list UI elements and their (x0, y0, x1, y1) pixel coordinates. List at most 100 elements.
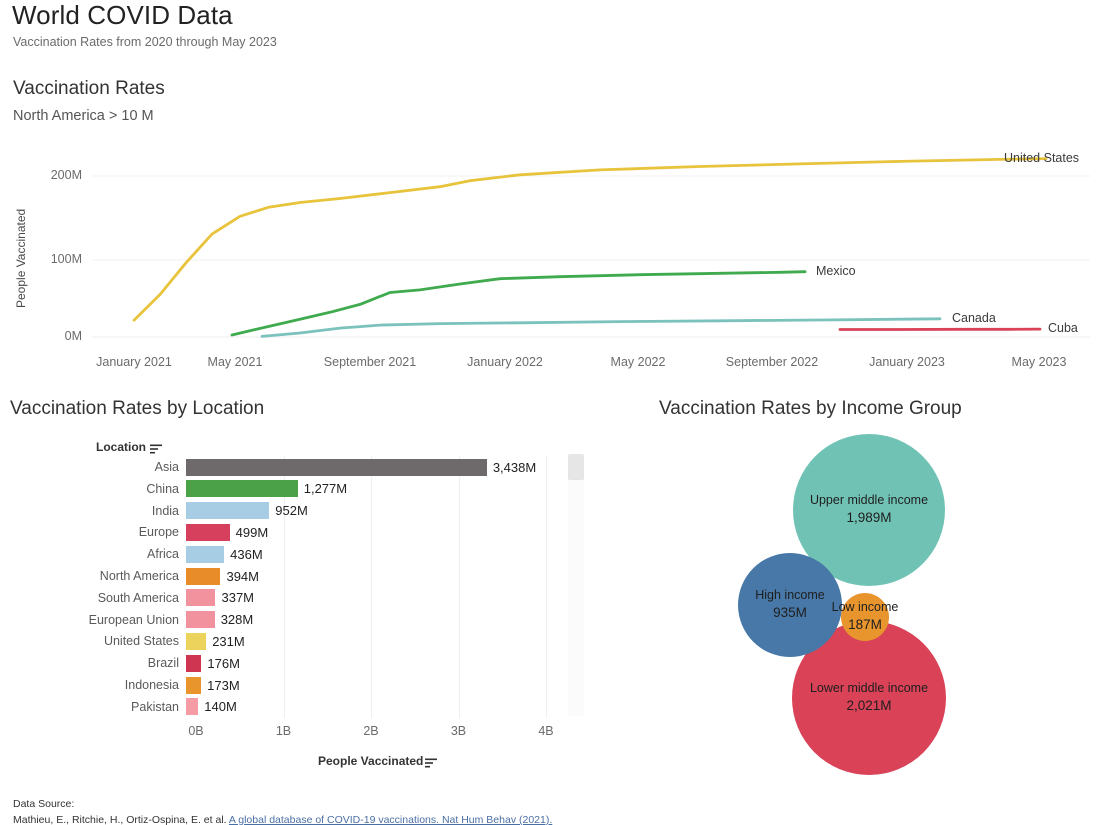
bar-rect[interactable] (186, 523, 230, 541)
bubble-value: 2,021M (846, 698, 892, 714)
bar-chart-title: Vaccination Rates by Location (10, 398, 265, 419)
dashboard-title: World COVID Data (12, 0, 233, 30)
bar-category-label: China (146, 481, 179, 496)
bar-category-label: North America (99, 569, 179, 583)
data-source-label: Data Source: (13, 798, 75, 810)
bar-gridline (546, 456, 547, 718)
bar-chart-scrollbar[interactable] (568, 454, 584, 716)
bar-value-label: 3,438M (492, 459, 537, 475)
line-series-label-canada: Canada (952, 310, 996, 325)
line-series-canada (260, 317, 942, 338)
bar-category-label: Europe (138, 525, 179, 540)
bar-chart-x-axis-title[interactable]: People Vaccinated (318, 754, 438, 768)
bar-row[interactable]: European Union 328M (0, 609, 620, 631)
line-series-label-cuba: Cuba (1048, 321, 1078, 336)
bar-row[interactable]: Africa 436M (0, 543, 620, 565)
bar-rect[interactable] (186, 589, 216, 607)
data-source-citation: Mathieu, E., Ritchie, H., Ortiz-Ospina, … (13, 814, 552, 825)
bar-rect[interactable] (186, 654, 202, 672)
bar-value-label: 394M (226, 568, 259, 584)
location-header-label: Location (96, 440, 146, 454)
bubble-label: Upper middle income (809, 493, 929, 508)
bar-rect[interactable] (186, 611, 215, 629)
bar-value-label: 140M (204, 699, 237, 715)
bar-row[interactable]: Indonesia 173M (0, 674, 620, 696)
bar-value-label: 231M (212, 633, 245, 649)
bar-row[interactable]: United States 231M (0, 630, 620, 652)
line-chart-x-tick: January 2022 (467, 355, 543, 369)
bar-rect[interactable] (186, 676, 202, 694)
bar-value-label: 337M (221, 590, 255, 606)
bar-row[interactable]: Brazil 176M (0, 652, 620, 674)
bar-category-label: Africa (147, 547, 179, 562)
bar-value-label: 499M (235, 524, 269, 540)
bar-rect[interactable] (186, 567, 221, 585)
bar-value-label: 176M (207, 655, 240, 671)
line-chart: People Vaccinated 0M 100M 200M United Stat… (0, 130, 1100, 380)
bubble-label: High income (755, 588, 825, 603)
bar-rect[interactable] (186, 545, 225, 563)
bar-category-label: South America (97, 590, 179, 605)
bar-chart: Location Asia 3,438M China 1,277M India 952M E… (0, 432, 620, 782)
bar-value-label: 173M (207, 677, 240, 693)
bar-row[interactable]: Europe 499M (0, 521, 620, 543)
bar-row[interactable]: Pakistan 140M (0, 696, 620, 718)
line-chart-x-tick: January 2023 (869, 355, 945, 369)
bar-value-label: 1,277M (303, 481, 348, 497)
bar-value-label: 952M (275, 503, 308, 519)
line-chart-title: Vaccination Rates (13, 78, 165, 99)
bubble-chart: Upper middle income 1,989M Lower middle in… (640, 425, 1100, 795)
line-series-label-united-states: United States (1004, 150, 1080, 165)
bar-row[interactable]: Asia 3,438M (0, 456, 620, 478)
location-column-header[interactable]: Location (96, 440, 163, 454)
bar-rect[interactable] (186, 632, 207, 650)
bar-category-label: Indonesia (124, 678, 179, 692)
bar-category-label: Pakistan (131, 699, 179, 714)
bar-value-label: 436M (230, 546, 263, 562)
bar-row[interactable]: South America 337M (0, 587, 620, 609)
bubble-label: Low income (831, 600, 899, 615)
sort-descending-icon[interactable] (425, 757, 438, 768)
bubble-value: 1,989M (846, 510, 892, 526)
bar-rect[interactable] (186, 698, 199, 716)
bar-category-label: Brazil (147, 656, 179, 671)
bar-row[interactable]: North America 394M (0, 565, 620, 587)
bar-gridline (371, 456, 372, 718)
bar-row[interactable]: China 1,277M (0, 478, 620, 500)
line-chart-x-tick: January 2021 (96, 355, 172, 369)
line-chart-x-tick: May 2021 (207, 355, 263, 369)
bar-category-label: United States (103, 634, 179, 649)
bar-gridline (458, 456, 460, 718)
line-series-label-mexico: Mexico (816, 263, 856, 278)
line-chart-x-tick: May 2023 (1011, 355, 1067, 369)
bar-category-label: European Union (88, 612, 179, 627)
bar-row[interactable]: India 952M (0, 500, 620, 522)
bubble-label: Lower middle income (809, 681, 929, 696)
bar-x-tick: 2B (363, 724, 379, 738)
bubble-value: 935M (773, 605, 807, 621)
bubble-low-income[interactable]: Low income 187M (832, 593, 898, 641)
citation-link[interactable]: A global database of COVID-19 vaccinatio… (228, 814, 553, 825)
bar-gridline (283, 456, 285, 718)
line-chart-y-tick: 100M (50, 252, 82, 266)
bar-rect[interactable] (186, 480, 298, 498)
line-chart-y-tick: 200M (50, 168, 82, 182)
bar-chart-scrollbar-thumb[interactable] (568, 454, 584, 480)
dashboard-subtitle: Vaccination Rates from 2020 through May … (13, 35, 277, 49)
bar-value-label: 328M (220, 612, 254, 628)
bubble-value: 187M (848, 617, 882, 633)
bar-x-tick: 0B (188, 724, 204, 738)
bar-x-tick: 3B (450, 724, 467, 738)
line-chart-subtitle: North America > 10 M (13, 108, 154, 124)
line-chart-plot (92, 157, 1090, 338)
line-series-united-states (132, 157, 1048, 322)
sort-descending-icon[interactable] (150, 443, 163, 454)
line-chart-x-tick: May 2022 (610, 355, 666, 369)
bar-rect[interactable] (186, 458, 487, 476)
line-chart-x-tick: September 2022 (725, 355, 819, 369)
bar-rect[interactable] (186, 502, 270, 520)
bubble-high-income[interactable]: High income 935M (738, 553, 842, 657)
citation-authors: Mathieu, E., Ritchie, H., Ortiz-Ospina, … (13, 814, 229, 825)
bar-x-tick: 1B (275, 724, 292, 738)
